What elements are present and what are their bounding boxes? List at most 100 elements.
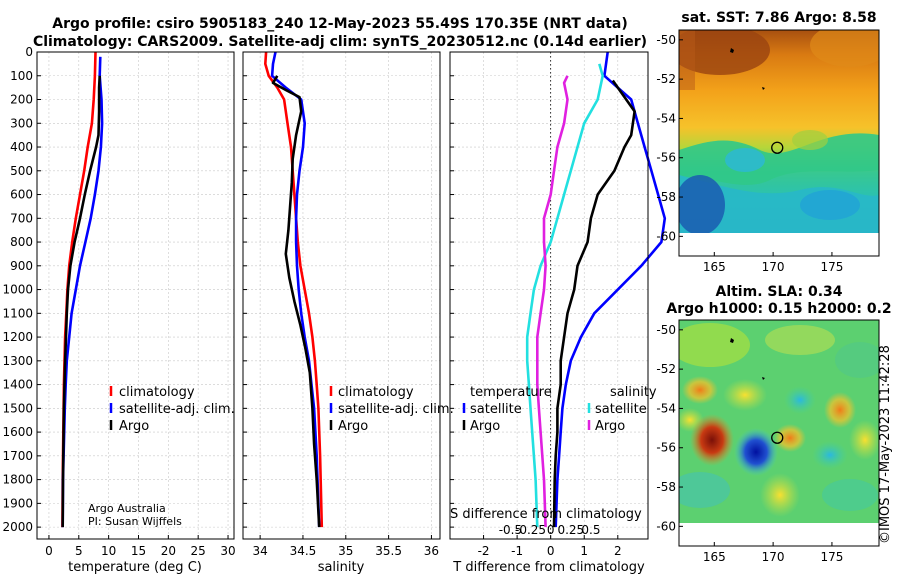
ytick-label: 200 [10,93,33,107]
secondary-xtick-label: -0.5 [499,523,522,537]
series-line-climatology [263,51,324,528]
secondary-xtick-label: 0.25 [557,523,584,537]
ytick-label: 1600 [2,425,33,439]
map-ytick-label: -52 [656,362,676,376]
difference-legend: temperature salinity satellite Argo sate… [462,385,657,434]
legend-climatology-label: climatology [338,385,414,400]
map-xtick-label: 170 [762,550,785,564]
island-marker [762,87,765,90]
xtick-label: -2 [478,544,490,558]
sla-map-title-line1: Altim. SLA: 0.34 [715,284,842,300]
sst-map-title: sat. SST: 7.86 Argo: 8.58 [681,10,876,26]
xtick-label: 0 [45,544,53,558]
ytick-label: 700 [10,211,33,225]
map-ytick-label: -54 [656,401,676,415]
temperature-axes-box [36,51,235,540]
ytick-label: 500 [10,164,33,178]
series-line-salinity-argo [535,75,569,528]
figure-title-line2: Climatology: CARS2009. Satellite-adj cli… [33,34,647,50]
map-xtick-label: 170 [762,260,785,274]
credit-line1: Argo Australia [88,502,166,515]
argo-position-marker [771,431,784,444]
ytick-label: 1000 [2,283,33,297]
xtick-label: 35.5 [375,544,402,558]
legend-climatology-label: climatology [119,385,195,400]
island-marker [730,338,734,343]
xtick-label: 30 [220,544,235,558]
ytick-label: 1800 [2,473,33,487]
legend-sal-satellite-label: satellite [595,402,647,417]
map-ytick-label: -52 [656,72,676,86]
legend-salinity-title: salinity [610,385,657,400]
ytick-label: 1300 [2,354,33,368]
map-xtick-label: 175 [820,260,843,274]
map-ytick-label: -60 [656,519,676,533]
sst-map-frame [678,29,880,257]
ytick-label: 1400 [2,378,33,392]
map-ytick-label: -50 [656,323,676,337]
ytick-label: 800 [10,235,33,249]
timestamp: ©IMOS 17-May-2023 11:42:28 [878,345,893,544]
ytick-label: 2000 [2,520,33,534]
xtick-label: 5 [75,544,83,558]
series-line-temperature-argo [552,79,636,528]
secondary-xtick-label: 0.5 [581,523,600,537]
temperature-panel: 0100200300400500600700800900100011001200… [2,45,235,575]
xtick-label: 36 [424,544,439,558]
ytick-label: 1100 [2,306,33,320]
difference-xlabel: T difference from climatology [452,560,645,575]
map-xtick-label: 175 [820,550,843,564]
credit-line2: PI: Susan Wijffels [88,515,182,528]
secondary-xtick-label: 0 [547,523,555,537]
legend-satellite-label: satellite-adj. clim. [119,402,235,417]
map-ytick-label: -56 [656,151,676,165]
map-ytick-label: -54 [656,111,676,125]
island-marker [762,377,765,380]
ytick-label: 900 [10,259,33,273]
xtick-label: 2 [614,544,622,558]
legend-temperature-title: temperature [470,385,552,400]
map-xtick-label: 165 [703,260,726,274]
ytick-label: 600 [10,188,33,202]
difference-top-xlabel: S difference from climatology [450,507,642,522]
sla-map-title-line2: Argo h1000: 0.15 h2000: 0.2 [666,301,891,317]
xtick-label: 34.5 [290,544,317,558]
temperature-legend: climatology satellite-adj. clim. Argo [109,385,235,434]
island-marker [730,48,734,53]
sst-field [679,30,879,233]
difference-axes-box [449,51,649,540]
xtick-label: 34 [252,544,267,558]
salinity-panel: 34 34.5 35 35.5 36 salinity climatology sate… [242,51,454,575]
xtick-label: -1 [511,544,523,558]
salinity-legend: climatology satellite-adj. clim. Argo [329,385,454,434]
map-ytick-label: -58 [656,190,676,204]
xtick-label: 0 [547,544,555,558]
legend-argo-label: Argo [338,419,368,434]
xtick-label: 1 [580,544,588,558]
sla-map-frame [678,319,880,547]
map-xtick-label: 165 [703,550,726,564]
ytick-label: 1200 [2,330,33,344]
xtick-label: 20 [161,544,176,558]
map-ytick-label: -60 [656,229,676,243]
legend-temp-satellite-label: satellite [470,402,522,417]
map-ytick-label: -56 [656,441,676,455]
sst-map: sat. SST: 7.86 Argo: 8.58 165 170 175 -50 -5… [656,10,880,274]
temperature-xlabel: temperature (deg C) [68,560,202,575]
sla-field [679,320,879,523]
sla-map: Altim. SLA: 0.34 Argo h1000: 0.15 h2000:… [656,284,891,564]
ytick-label: 1500 [2,401,33,415]
ytick-label: 0 [25,45,33,59]
ytick-label: 400 [10,140,33,154]
series-line-salinity-satellite [525,63,605,528]
difference-panel: -2 -1 0 1 2 T difference from climatology S … [449,51,667,575]
legend-satellite-label: satellite-adj. clim. [338,402,454,417]
argo-position-marker [771,141,784,154]
ytick-label: 1900 [2,496,33,510]
map-ytick-label: -50 [656,33,676,47]
ytick-label: 300 [10,116,33,130]
xtick-label: 10 [101,544,116,558]
salinity-axes-box [242,51,441,540]
map-ytick-label: -58 [656,480,676,494]
